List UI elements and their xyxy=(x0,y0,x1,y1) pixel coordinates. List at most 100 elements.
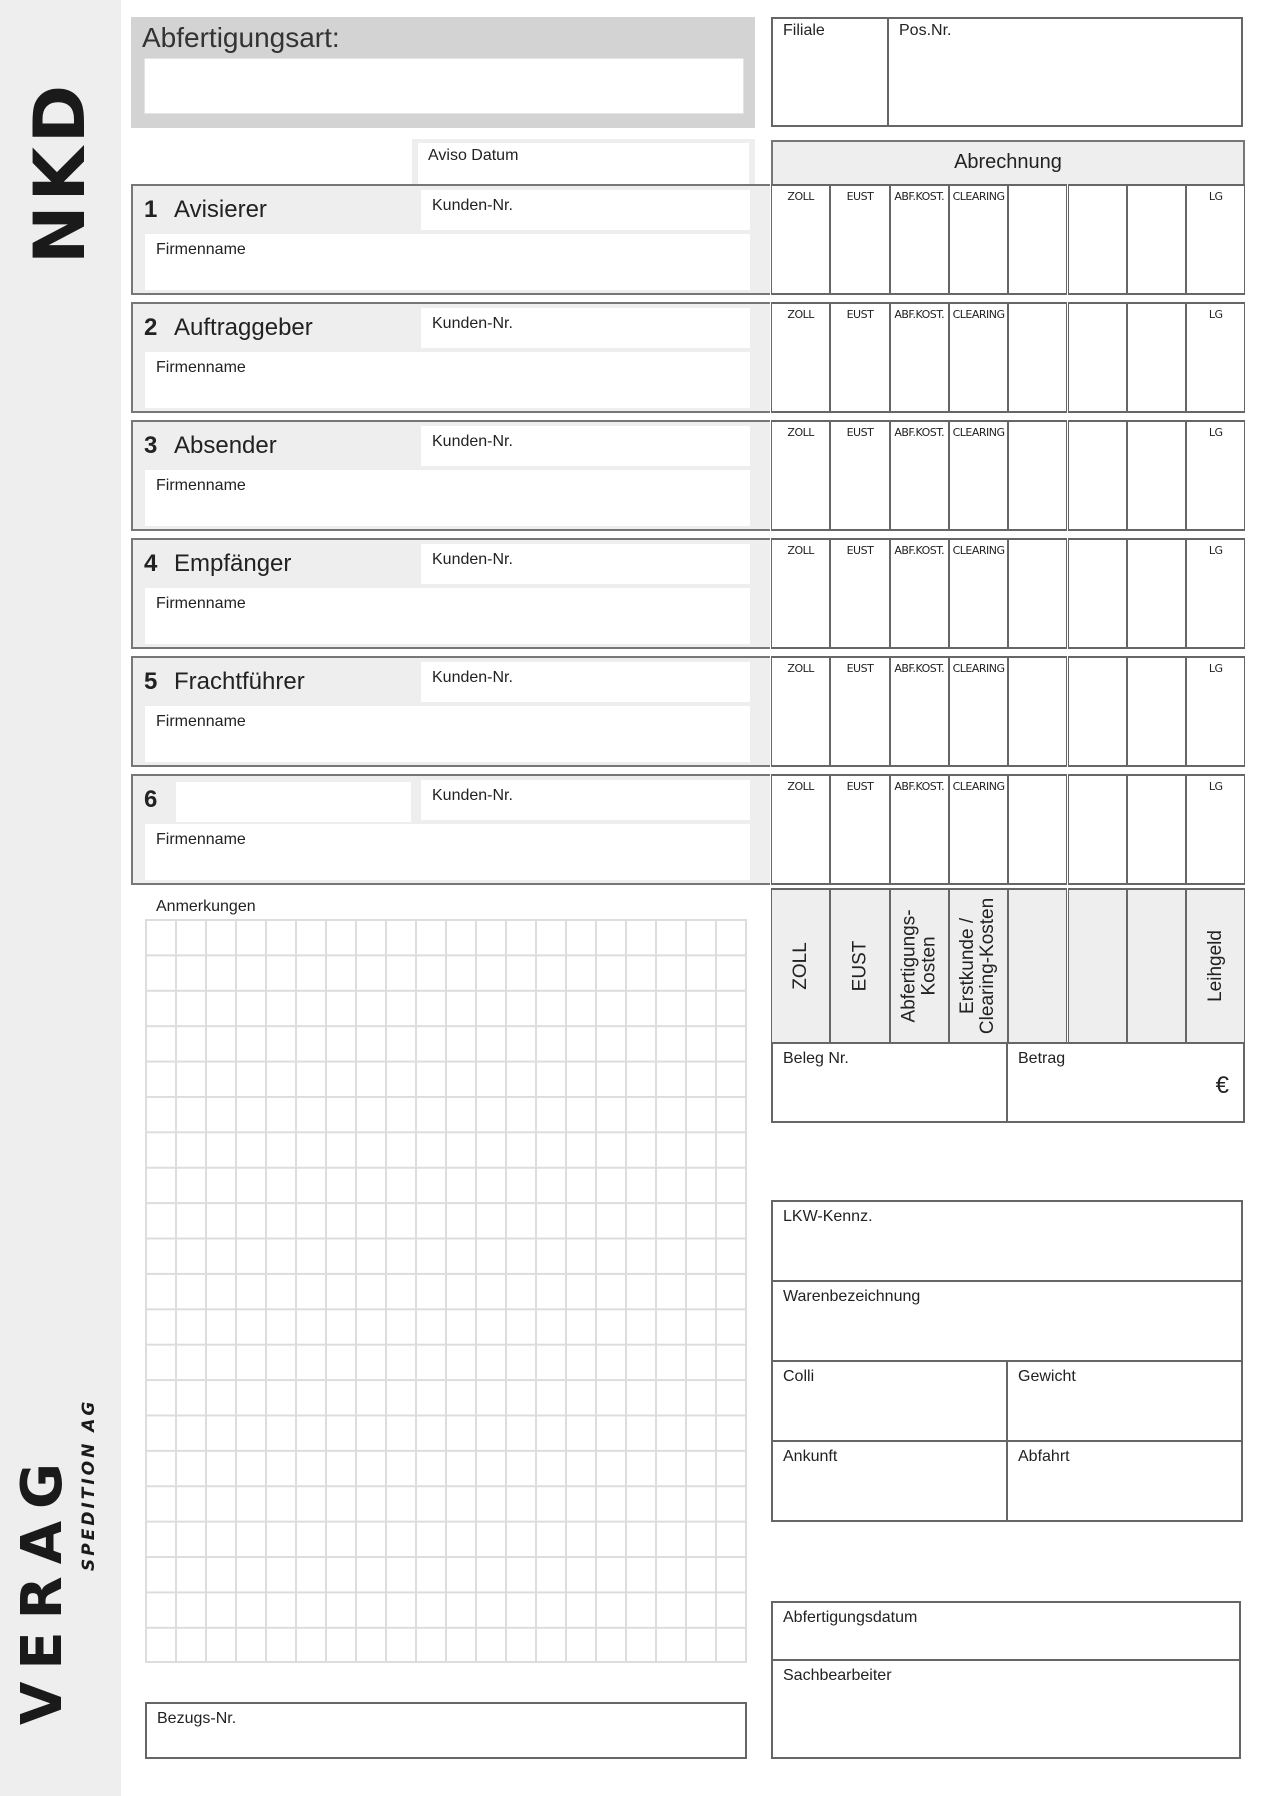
section-number: 6 xyxy=(144,786,158,813)
summary-column-label: Abfertigungs- Kosten xyxy=(898,909,940,1023)
abrechnung-cell[interactable]: ZOLL xyxy=(771,420,831,531)
abrechnung-column-label: CLEARING xyxy=(952,544,1005,557)
section-title: Absender xyxy=(174,432,277,459)
kunden-nr-field[interactable]: Kunden-Nr. xyxy=(421,780,750,820)
abrechnung-cell[interactable] xyxy=(1067,420,1127,531)
summary-column[interactable]: Erstkunde / Clearing-Kosten xyxy=(948,888,1009,1044)
abrechnung-cell[interactable]: CLEARING xyxy=(948,656,1009,767)
abrechnung-cell[interactable]: ZOLL xyxy=(771,774,831,885)
abrechnung-cell[interactable] xyxy=(1067,302,1127,413)
abrechnung-cell[interactable] xyxy=(1126,420,1187,531)
abrechnung-cell[interactable] xyxy=(1067,774,1127,885)
abrechnung-column-label: EUST xyxy=(846,308,874,321)
kunden-nr-field[interactable]: Kunden-Nr. xyxy=(421,426,750,466)
abrechnung-cell[interactable]: EUST xyxy=(830,774,890,885)
kunden-nr-field[interactable]: Kunden-Nr. xyxy=(421,190,750,230)
firmenname-field[interactable]: Firmenname xyxy=(145,470,750,526)
abrechnung-cell[interactable]: ZOLL xyxy=(771,184,831,295)
abrechnung-cell[interactable]: ABF.KOST. xyxy=(889,184,949,295)
abfertigungsdatum-field[interactable]: Abfertigungsdatum xyxy=(771,1601,1241,1661)
kunden-nr-label: Kunden-Nr. xyxy=(432,787,513,804)
abrechnung-title: Abrechnung xyxy=(771,140,1245,185)
abrechnung-cell[interactable]: LG xyxy=(1186,184,1246,295)
abrechnung-cell[interactable]: ZOLL xyxy=(771,302,831,413)
colli-field[interactable]: Colli xyxy=(771,1360,1008,1442)
firmenname-field[interactable]: Firmenname xyxy=(145,588,750,644)
betrag-field[interactable]: Betrag € xyxy=(1006,1042,1245,1123)
abrechnung-cell[interactable] xyxy=(1067,538,1127,649)
filiale-field[interactable] xyxy=(773,19,887,125)
abrechnung-cell[interactable] xyxy=(1067,184,1127,295)
summary-column[interactable]: EUST xyxy=(830,888,890,1044)
abrechnung-cell[interactable]: LG xyxy=(1186,538,1246,649)
kunden-nr-label: Kunden-Nr. xyxy=(432,433,513,450)
abrechnung-cell[interactable]: ABF.KOST. xyxy=(889,538,949,649)
abrechnung-cell[interactable]: CLEARING xyxy=(948,774,1009,885)
abrechnung-cell[interactable]: LG xyxy=(1186,656,1246,767)
firmenname-field[interactable]: Firmenname xyxy=(145,234,750,290)
beleg-nr-field[interactable]: Beleg Nr. xyxy=(771,1042,1008,1123)
abfahrt-field[interactable]: Abfahrt xyxy=(1006,1440,1243,1522)
euro-icon: € xyxy=(1215,1072,1229,1099)
anmerkungen-grid[interactable] xyxy=(145,919,747,1663)
summary-column[interactable]: Abfertigungs- Kosten xyxy=(889,888,949,1044)
abrechnung-cell[interactable] xyxy=(1126,184,1187,295)
abrechnung-cell[interactable] xyxy=(1008,420,1068,531)
summary-column[interactable] xyxy=(1126,888,1187,1044)
abrechnung-cell[interactable]: CLEARING xyxy=(948,302,1009,413)
abrechnung-cell[interactable]: LG xyxy=(1186,420,1246,531)
summary-column[interactable] xyxy=(1067,888,1127,1044)
kunden-nr-field[interactable]: Kunden-Nr. xyxy=(421,662,750,702)
lkw-kennz-field[interactable]: LKW-Kennz. xyxy=(771,1200,1243,1282)
abrechnung-cell[interactable]: CLEARING xyxy=(948,538,1009,649)
sachbearbeiter-field[interactable]: Sachbearbeiter xyxy=(771,1659,1241,1759)
abrechnung-cell[interactable]: ABF.KOST. xyxy=(889,656,949,767)
abrechnung-cell[interactable]: LG xyxy=(1186,774,1246,885)
aviso-datum-field[interactable]: Aviso Datum xyxy=(418,143,749,185)
abrechnung-cell[interactable]: ABF.KOST. xyxy=(889,302,949,413)
abrechnung-cell[interactable] xyxy=(1008,774,1068,885)
abrechnung-cell[interactable] xyxy=(1126,774,1187,885)
kunden-nr-field[interactable]: Kunden-Nr. xyxy=(421,308,750,348)
abrechnung-cell[interactable]: ABF.KOST. xyxy=(889,774,949,885)
posnr-field[interactable] xyxy=(889,19,1241,125)
abrechnung-cell[interactable]: ZOLL xyxy=(771,538,831,649)
abrechnung-cell[interactable]: EUST xyxy=(830,656,890,767)
section-number: 4 xyxy=(144,550,158,577)
bezugs-nr-label: Bezugs-Nr. xyxy=(157,1710,237,1727)
abrechnung-cell[interactable] xyxy=(1008,656,1068,767)
abrechnung-cell[interactable]: EUST xyxy=(830,184,890,295)
section-title: Frachtführer xyxy=(174,668,305,695)
kunden-nr-field[interactable]: Kunden-Nr. xyxy=(421,544,750,584)
abrechnung-cell[interactable]: CLEARING xyxy=(948,184,1009,295)
abrechnung-column-label: CLEARING xyxy=(952,662,1005,675)
abrechnung-cell[interactable] xyxy=(1008,538,1068,649)
firmenname-field[interactable]: Firmenname xyxy=(145,824,750,880)
abrechnung-cell[interactable]: EUST xyxy=(830,420,890,531)
abrechnung-cell[interactable]: EUST xyxy=(830,302,890,413)
abrechnung-cell[interactable]: CLEARING xyxy=(948,420,1009,531)
warenbezeichnung-field[interactable]: Warenbezeichnung xyxy=(771,1280,1243,1362)
abrechnung-cell[interactable] xyxy=(1008,302,1068,413)
abrechnung-cell[interactable] xyxy=(1126,538,1187,649)
abfertigungsart-field[interactable] xyxy=(144,58,744,114)
abrechnung-cell[interactable]: ABF.KOST. xyxy=(889,420,949,531)
abrechnung-cell[interactable]: LG xyxy=(1186,302,1246,413)
abrechnung-cell[interactable] xyxy=(1126,302,1187,413)
firmenname-field[interactable]: Firmenname xyxy=(145,706,750,762)
aviso-datum-label: Aviso Datum xyxy=(428,147,519,164)
ankunft-field[interactable]: Ankunft xyxy=(771,1440,1008,1522)
abrechnung-cell[interactable] xyxy=(1008,184,1068,295)
summary-column[interactable]: Leihgeld xyxy=(1186,888,1246,1044)
summary-column[interactable]: ZOLL xyxy=(771,888,831,1044)
section-title-field[interactable] xyxy=(176,782,411,822)
abrechnung-cell[interactable]: ZOLL xyxy=(771,656,831,767)
abrechnung-cell[interactable] xyxy=(1067,656,1127,767)
summary-column[interactable] xyxy=(1008,888,1068,1044)
bezugs-nr-field[interactable]: Bezugs-Nr. xyxy=(145,1702,747,1759)
abrechnung-cell[interactable] xyxy=(1126,656,1187,767)
gewicht-field[interactable]: Gewicht xyxy=(1006,1360,1243,1442)
firmenname-label: Firmenname xyxy=(156,595,246,612)
firmenname-field[interactable]: Firmenname xyxy=(145,352,750,408)
abrechnung-cell[interactable]: EUST xyxy=(830,538,890,649)
